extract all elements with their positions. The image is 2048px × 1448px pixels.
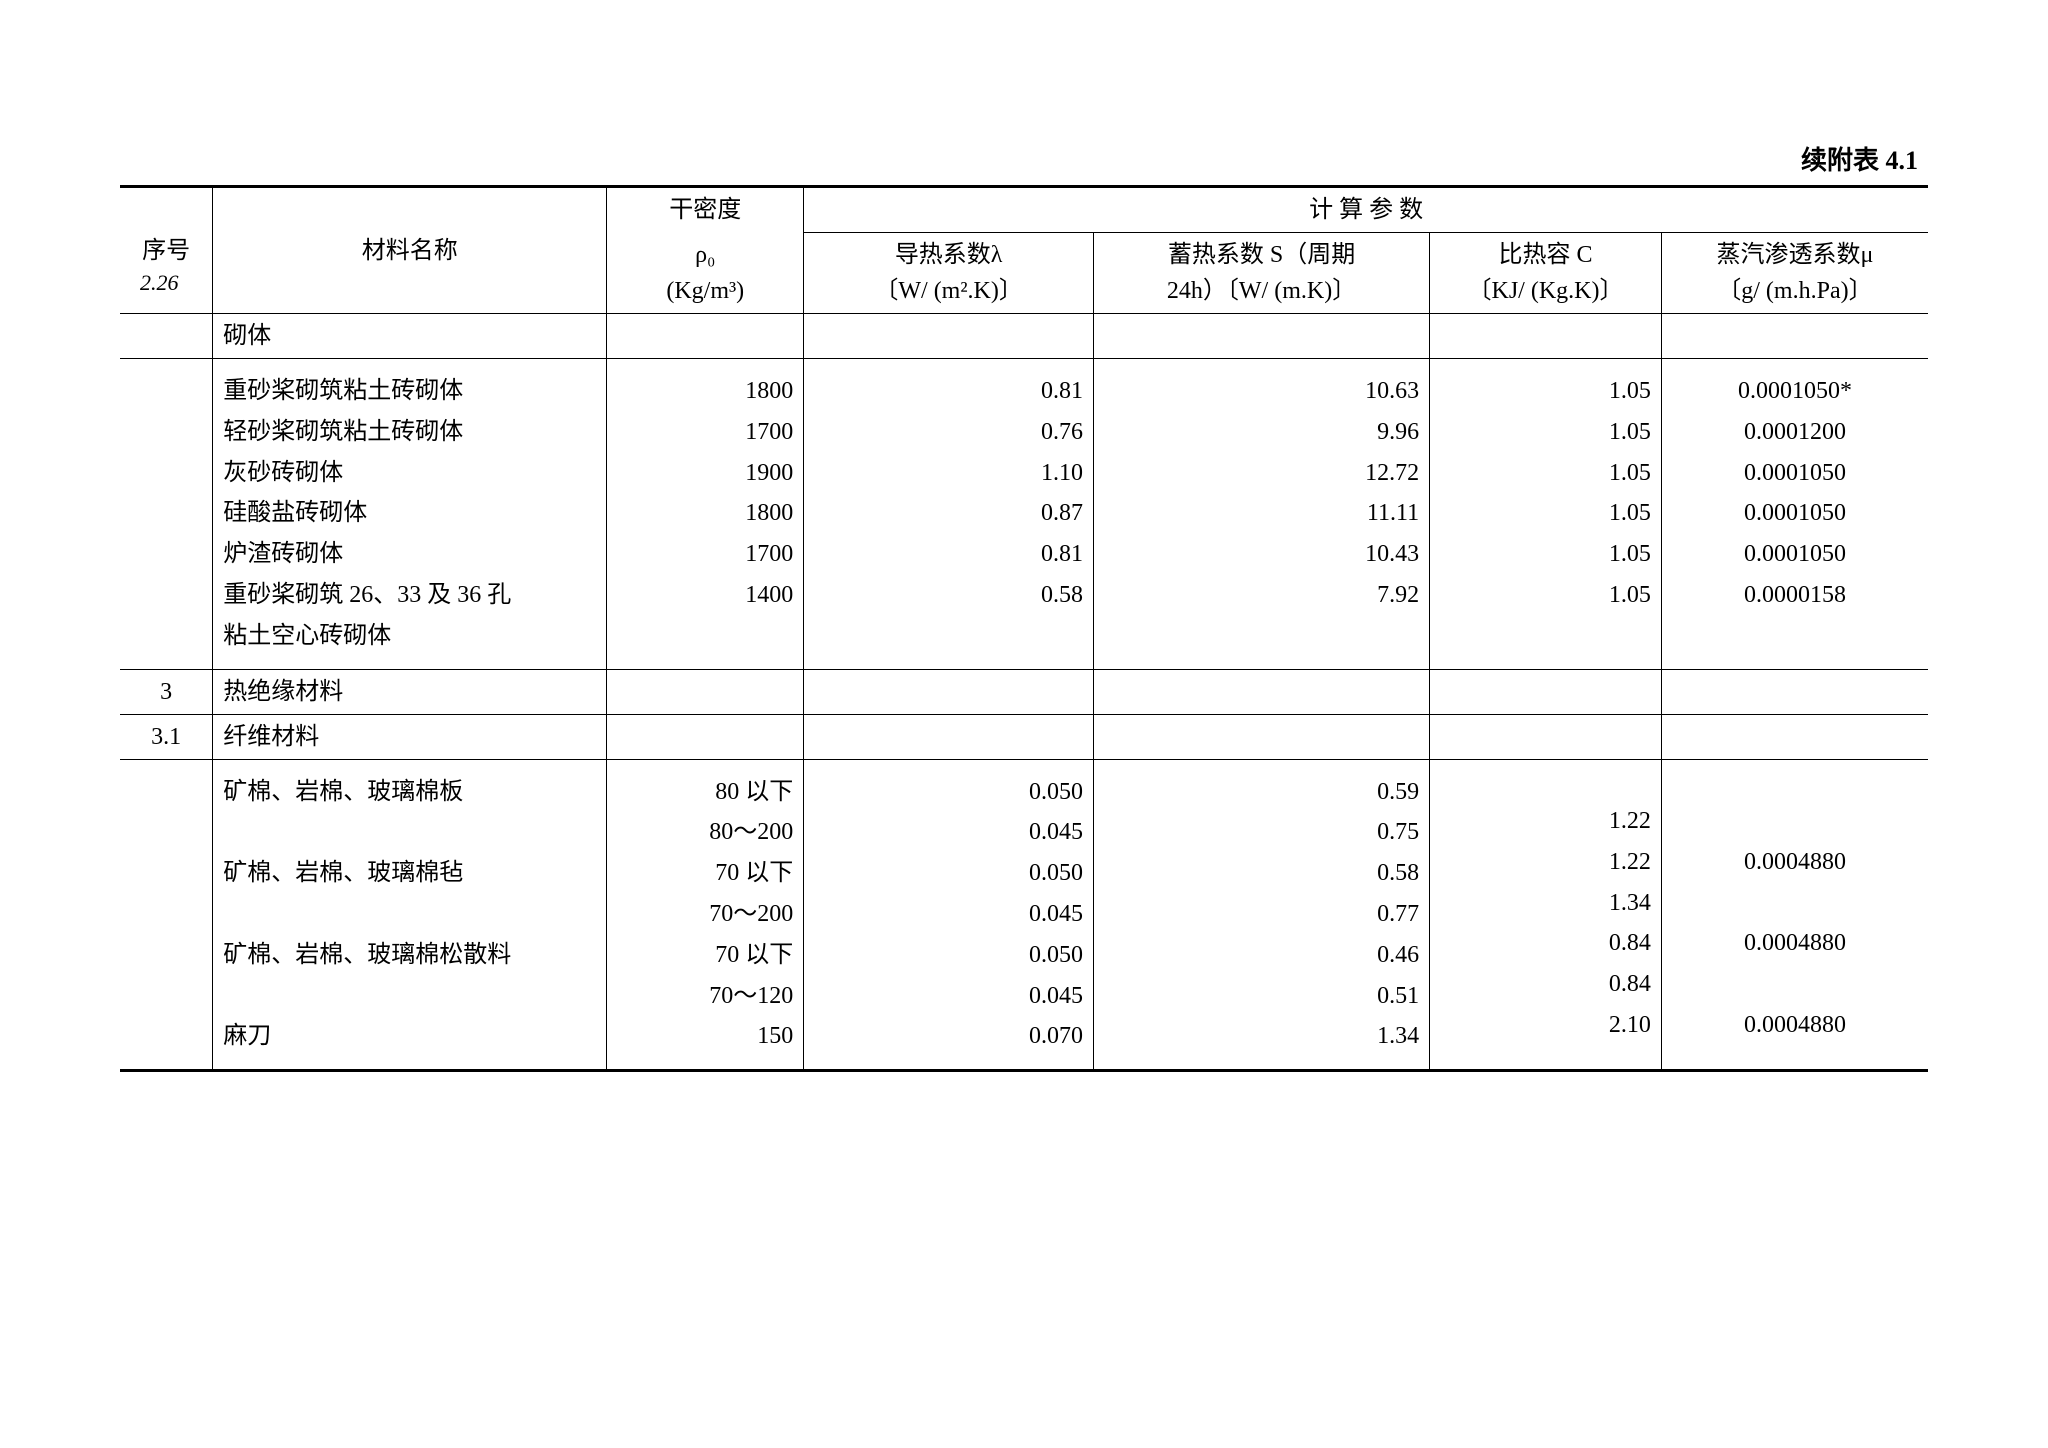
header-mu-label: 蒸汽渗透系数μ bbox=[1717, 242, 1874, 268]
block1-c: 1.05 1.05 1.05 1.05 1.05 1.05 bbox=[1430, 359, 1662, 670]
header-density-unit: (Kg/m³) bbox=[666, 278, 744, 304]
block1-materials: 重砂桨砌筑粘土砖砌体 轻砂桨砌筑粘土砖砌体 灰砂砖砌体 硅酸盐砖砌体 炉渣砖砌体… bbox=[213, 359, 607, 670]
page-number-overlay: 2.26 bbox=[140, 270, 179, 296]
section-title: 纤维材料 bbox=[213, 714, 607, 759]
block2-density: 80 以下 80～200 70 以下 70～200 70 以下 70～120 1… bbox=[607, 759, 804, 1071]
block1-density: 1800 1700 1900 1800 1700 1400 bbox=[607, 359, 804, 670]
block2-s: 0.59 0.75 0.58 0.77 0.46 0.51 1.34 bbox=[1094, 759, 1430, 1071]
block1-row: 重砂桨砌筑粘土砖砌体 轻砂桨砌筑粘土砖砌体 灰砂砖砌体 硅酸盐砖砌体 炉渣砖砌体… bbox=[120, 359, 1928, 670]
header-lambda-label: 导热系数λ bbox=[895, 242, 1003, 268]
header-calc-params: 计 算 参 数 bbox=[804, 187, 1928, 233]
header-c-label: 比热容 C bbox=[1498, 242, 1592, 268]
section-row-3: 3 热绝缘材料 bbox=[120, 669, 1928, 714]
section-seq bbox=[120, 314, 213, 359]
materials-table: 序号 材料名称 干密度 计 算 参 数 ρ₀ (Kg/m³) 导热系数λ 〔W/… bbox=[120, 185, 1928, 1072]
table-caption: 续附表 4.1 bbox=[120, 140, 1928, 177]
header-density-sym: ρ₀ bbox=[695, 242, 715, 268]
header-mu-unit: 〔g/ (m.h.Pa)〕 bbox=[1717, 278, 1872, 304]
block1-lambda: 0.81 0.76 1.10 0.87 0.81 0.58 bbox=[804, 359, 1094, 670]
section-title: 热绝缘材料 bbox=[213, 669, 607, 714]
header-s-unit: 24h）〔W/ (m.K)〕 bbox=[1167, 278, 1356, 304]
header-density-label: 干密度 bbox=[669, 197, 741, 223]
header-lambda-unit: 〔W/ (m².K)〕 bbox=[874, 278, 1023, 304]
block1-mu: 0.0001050* 0.0001200 0.0001050 0.0001050… bbox=[1661, 359, 1928, 670]
block2-materials: 矿棉、岩棉、玻璃棉板 矿棉、岩棉、玻璃棉毡 矿棉、岩棉、玻璃棉松散料 麻刀 bbox=[213, 759, 607, 1071]
header-s-label: 蓄热系数 S（周期 bbox=[1168, 242, 1355, 268]
header-c-unit: 〔KJ/ (Kg.K)〕 bbox=[1467, 278, 1623, 304]
section-title: 砌体 bbox=[213, 314, 607, 359]
block2-lambda: 0.050 0.045 0.050 0.045 0.050 0.045 0.07… bbox=[804, 759, 1094, 1071]
section-seq: 3.1 bbox=[120, 714, 213, 759]
block1-s: 10.63 9.96 12.72 11.11 10.43 7.92 bbox=[1094, 359, 1430, 670]
section-row-31: 3.1 纤维材料 bbox=[120, 714, 1928, 759]
header-material: 材料名称 bbox=[213, 187, 607, 314]
block2-c: 1.22 1.22 1.34 0.84 0.84 2.10 bbox=[1430, 759, 1662, 1071]
block2-mu: 0.0004880 0.0004880 0.0004880 bbox=[1661, 759, 1928, 1071]
block2-row: 矿棉、岩棉、玻璃棉板 矿棉、岩棉、玻璃棉毡 矿棉、岩棉、玻璃棉松散料 麻刀 80… bbox=[120, 759, 1928, 1071]
section-seq: 3 bbox=[120, 669, 213, 714]
section-row-226: 砌体 bbox=[120, 314, 1928, 359]
